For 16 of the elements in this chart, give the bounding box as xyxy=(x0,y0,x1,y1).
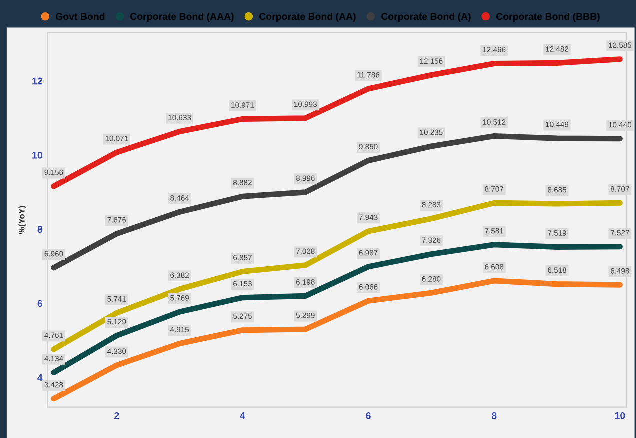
legend-label: Corporate Bond (BBB) xyxy=(496,12,600,22)
x-tick-label: 8 xyxy=(492,412,497,420)
y-tick-label: 12 xyxy=(32,78,42,85)
legend-label: Corporate Bond (AA) xyxy=(260,12,356,22)
y-axis-title: %(YoY) xyxy=(18,206,26,234)
y-tick-label: 6 xyxy=(38,300,42,308)
legend-label: Corporate Bond (AAA) xyxy=(130,12,234,22)
y-tick-label: 10 xyxy=(32,152,42,159)
x-tick-label: 6 xyxy=(366,412,371,420)
legend-label: Corporate Bond (A) xyxy=(382,12,471,22)
y-tick-label: 4 xyxy=(38,374,43,382)
x-tick-label: 4 xyxy=(240,412,246,420)
legend-label: Govt Bond xyxy=(56,12,105,20)
x-tick-label: 2 xyxy=(114,412,120,420)
x-tick-label: 10 xyxy=(615,412,626,420)
y-tick-label: 8 xyxy=(38,226,43,233)
